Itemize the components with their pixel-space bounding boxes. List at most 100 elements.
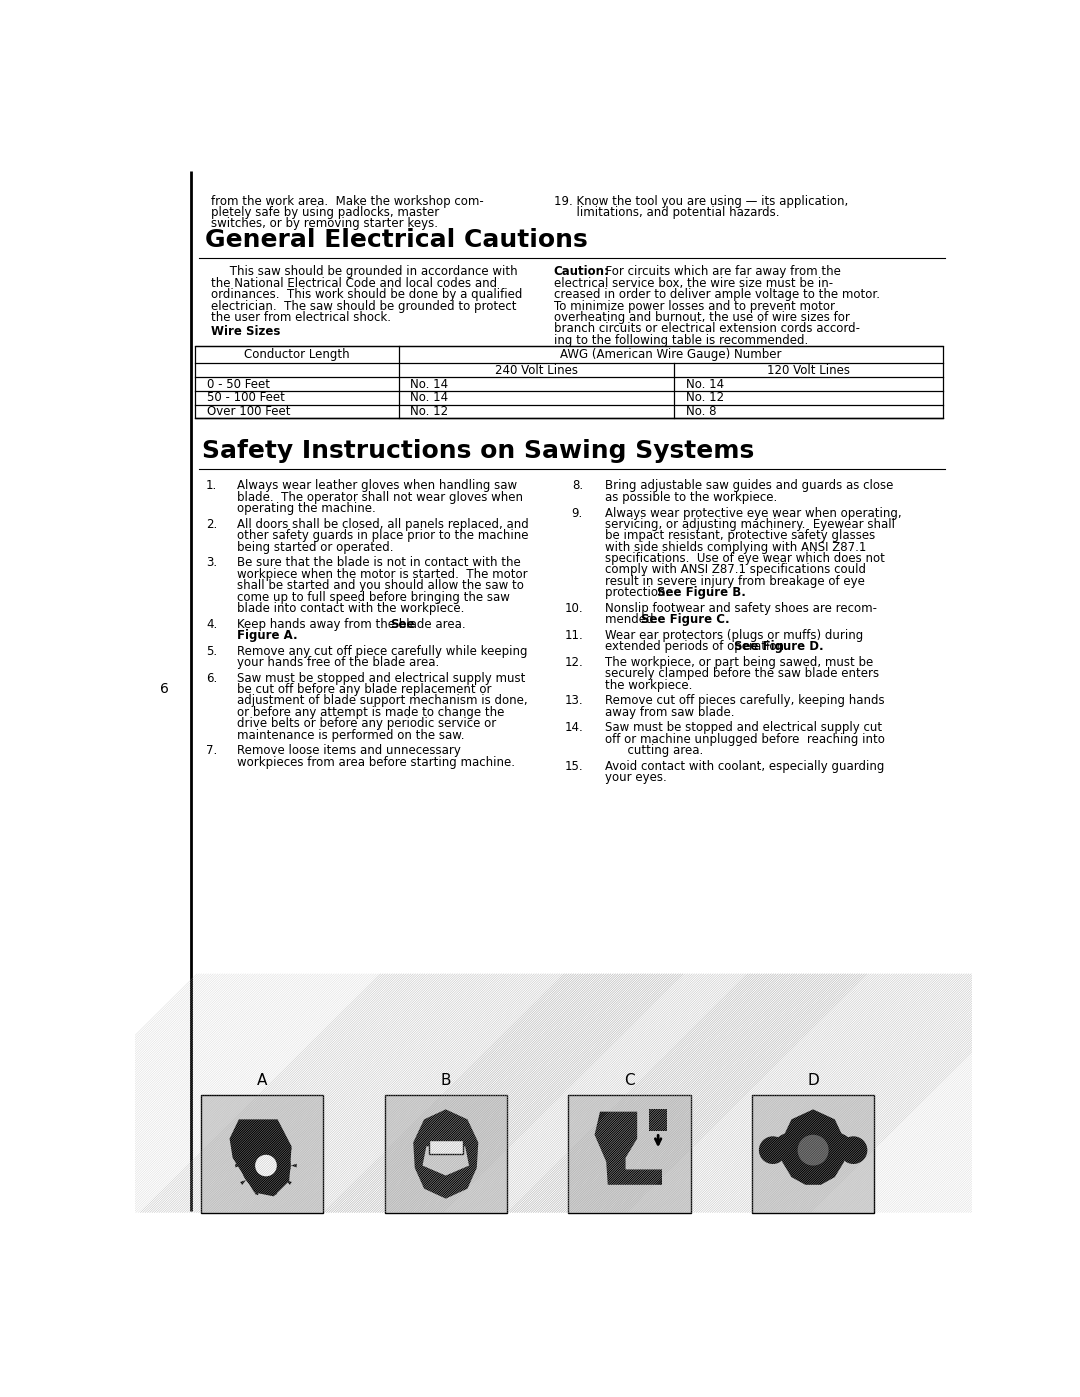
Text: blade.  The operator shall not wear gloves when: blade. The operator shall not wear glove… [238,490,524,504]
Text: 2.: 2. [206,518,217,531]
Text: workpiece when the motor is started.  The motor: workpiece when the motor is started. The… [238,567,528,581]
Text: Wire Sizes: Wire Sizes [211,326,281,338]
Text: For circuits which are far away from the: For circuits which are far away from the [597,265,840,278]
Text: branch circuits or electrical extension cords accord-: branch circuits or electrical extension … [554,323,860,335]
Text: This saw should be grounded in accordance with: This saw should be grounded in accordanc… [211,265,517,278]
Text: No. 14: No. 14 [410,391,448,404]
Text: with side shields complying with ANSI Z87.1: with side shields complying with ANSI Z8… [605,541,866,553]
Text: D: D [807,1073,819,1088]
Text: 0 - 50 Feet: 0 - 50 Feet [207,377,270,391]
Text: your hands free of the blade area.: your hands free of the blade area. [238,657,440,669]
Text: or before any attempt is made to change the: or before any attempt is made to change … [238,705,504,719]
Text: Keep hands away from the blade area.: Keep hands away from the blade area. [238,617,473,630]
Bar [201,1095,323,1213]
Text: Always wear protective eye wear when operating,: Always wear protective eye wear when ope… [605,507,902,520]
Text: 3.: 3. [206,556,217,570]
Text: No. 14: No. 14 [410,377,448,391]
Text: servicing, or adjusting machinery.  Eyewear shall: servicing, or adjusting machinery. Eyewe… [605,518,894,531]
Text: from the work area.  Make the workshop com-: from the work area. Make the workshop co… [211,194,484,208]
Text: 13.: 13. [565,694,583,707]
Text: specifications.  Use of eye wear which does not: specifications. Use of eye wear which do… [605,552,885,566]
Text: adjustment of blade support mechanism is done,: adjustment of blade support mechanism is… [238,694,528,707]
Text: mended.: mended. [605,613,664,626]
Text: ordinances.  This work should be done by a qualified: ordinances. This work should be done by … [211,288,523,302]
Polygon shape [240,1146,246,1151]
Polygon shape [422,1147,469,1175]
Text: Remove any cut off piece carefully while keeping: Remove any cut off piece carefully while… [238,644,528,658]
Text: A: A [257,1073,267,1088]
Circle shape [798,1134,828,1165]
Text: Figure A.: Figure A. [238,629,298,643]
Text: 7.: 7. [206,745,217,757]
Text: cutting area.: cutting area. [605,745,703,757]
Text: Over 100 Feet: Over 100 Feet [207,405,291,418]
Polygon shape [255,1136,258,1143]
Text: come up to full speed before bringing the saw: come up to full speed before bringing th… [238,591,510,604]
Text: B: B [441,1073,451,1088]
Polygon shape [649,1109,666,1132]
Text: Safety Instructions on Sawing Systems: Safety Instructions on Sawing Systems [202,440,755,464]
Text: creased in order to deliver ample voltage to the motor.: creased in order to deliver ample voltag… [554,288,879,302]
Text: Nonslip footwear and safety shoes are recom-: Nonslip footwear and safety shoes are re… [605,602,877,615]
Text: ing to the following table is recommended.: ing to the following table is recommende… [554,334,808,346]
Text: operating the machine.: operating the machine. [238,503,376,515]
Text: AWG (American Wire Gauge) Number: AWG (American Wire Gauge) Number [559,348,781,360]
Text: your eyes.: your eyes. [605,771,666,784]
Text: the National Electrical Code and local codes and: the National Electrical Code and local c… [211,277,497,289]
Text: electrical service box, the wire size must be in-: electrical service box, the wire size mu… [554,277,833,289]
Text: See Figure D.: See Figure D. [733,640,823,654]
Text: shall be started and you should allow the saw to: shall be started and you should allow th… [238,580,524,592]
Bar [568,1095,691,1213]
Text: No. 12: No. 12 [410,405,448,418]
Text: Always wear leather gloves when handling saw: Always wear leather gloves when handling… [238,479,517,493]
Text: No. 8: No. 8 [686,405,716,418]
Circle shape [759,1136,786,1164]
Text: Avoid contact with coolant, especially guarding: Avoid contact with coolant, especially g… [605,760,885,773]
Polygon shape [595,1112,662,1185]
Circle shape [241,1141,291,1190]
Text: Saw must be stopped and electrical supply must: Saw must be stopped and electrical suppl… [238,672,526,685]
Polygon shape [235,1164,241,1168]
Text: the user from electrical shock.: the user from electrical shock. [211,312,391,324]
Text: General Electrical Cautions: General Electrical Cautions [205,229,588,253]
Bar [429,1140,463,1154]
Bar [384,1095,507,1213]
Text: 11.: 11. [564,629,583,643]
Text: electrician.  The saw should be grounded to protect: electrician. The saw should be grounded … [211,299,516,313]
Text: blade into contact with the workpiece.: blade into contact with the workpiece. [238,602,464,615]
Polygon shape [255,1189,258,1196]
Polygon shape [291,1164,297,1168]
Text: be impact resistant, protective safety glasses: be impact resistant, protective safety g… [605,529,875,542]
Text: switches, or by removing starter keys.: switches, or by removing starter keys. [211,218,438,231]
Polygon shape [240,1180,246,1185]
Text: 4.: 4. [206,617,217,630]
Text: be cut off before any blade replacement or: be cut off before any blade replacement … [238,683,491,696]
Text: 10.: 10. [565,602,583,615]
Polygon shape [781,1109,846,1185]
Text: overheating and burnout, the use of wire sizes for: overheating and burnout, the use of wire… [554,312,849,324]
Text: pletely safe by using padlocks, master: pletely safe by using padlocks, master [211,205,440,219]
Text: The workpiece, or part being sawed, must be: The workpiece, or part being sawed, must… [605,657,873,669]
Text: Remove cut off pieces carefully, keeping hands: Remove cut off pieces carefully, keeping… [605,694,885,707]
Text: To minimize power losses and to prevent motor: To minimize power losses and to prevent … [554,299,835,313]
Bar [752,1095,875,1213]
Text: C: C [624,1073,635,1088]
Text: 6.: 6. [206,672,217,685]
Text: workpieces from area before starting machine.: workpieces from area before starting mac… [238,756,515,768]
Text: comply with ANSI Z87.1 specifications could: comply with ANSI Z87.1 specifications co… [605,563,866,577]
Text: limitations, and potential hazards.: limitations, and potential hazards. [554,205,779,219]
Text: 9.: 9. [571,507,583,520]
Text: 15.: 15. [565,760,583,773]
Text: Caution:: Caution: [554,265,609,278]
Circle shape [255,1155,276,1176]
Text: Remove loose items and unnecessary: Remove loose items and unnecessary [238,745,461,757]
Text: No. 14: No. 14 [686,377,725,391]
Text: securely clamped before the saw blade enters: securely clamped before the saw blade en… [605,668,879,680]
Text: as possible to the workpiece.: as possible to the workpiece. [605,490,777,504]
Text: 5.: 5. [206,644,217,658]
Text: Saw must be stopped and electrical supply cut: Saw must be stopped and electrical suppl… [605,721,881,735]
Text: Wear ear protectors (plugs or muffs) during: Wear ear protectors (plugs or muffs) dur… [605,629,863,643]
Polygon shape [286,1146,292,1151]
Text: Bring adjustable saw guides and guards as close: Bring adjustable saw guides and guards a… [605,479,893,493]
Text: See: See [391,617,415,630]
